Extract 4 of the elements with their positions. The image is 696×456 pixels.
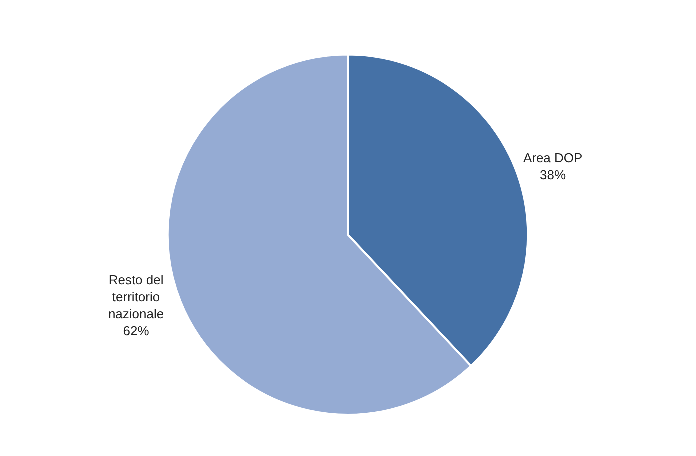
slice-label: Area DOP <box>523 150 583 166</box>
slice-label: Resto del territorio nazionale <box>108 272 164 322</box>
data-label: 62% <box>123 323 150 338</box>
data-label: 38% <box>540 167 567 182</box>
